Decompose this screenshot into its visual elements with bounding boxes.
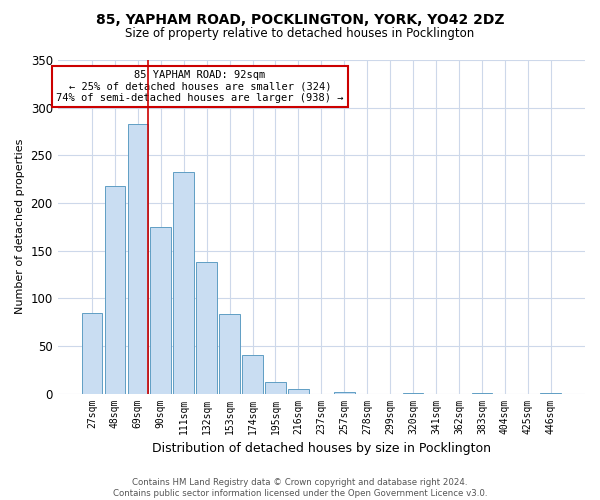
Bar	[128, 124, 148, 394]
Bar	[196, 262, 217, 394]
X-axis label: Distribution of detached houses by size in Pocklington: Distribution of detached houses by size …	[152, 442, 491, 455]
Bar	[242, 356, 263, 394]
Bar	[334, 392, 355, 394]
Y-axis label: Number of detached properties: Number of detached properties	[15, 139, 25, 314]
Bar	[151, 227, 171, 394]
Bar	[173, 172, 194, 394]
Bar	[104, 186, 125, 394]
Bar	[219, 314, 240, 394]
Bar	[265, 382, 286, 394]
Text: Contains HM Land Registry data © Crown copyright and database right 2024.
Contai: Contains HM Land Registry data © Crown c…	[113, 478, 487, 498]
Bar	[82, 312, 102, 394]
Bar	[288, 389, 309, 394]
Bar	[541, 392, 561, 394]
Text: 85, YAPHAM ROAD, POCKLINGTON, YORK, YO42 2DZ: 85, YAPHAM ROAD, POCKLINGTON, YORK, YO42…	[96, 12, 504, 26]
Text: 85 YAPHAM ROAD: 92sqm
← 25% of detached houses are smaller (324)
74% of semi-det: 85 YAPHAM ROAD: 92sqm ← 25% of detached …	[56, 70, 344, 103]
Bar	[403, 392, 424, 394]
Text: Size of property relative to detached houses in Pocklington: Size of property relative to detached ho…	[125, 28, 475, 40]
Bar	[472, 392, 492, 394]
